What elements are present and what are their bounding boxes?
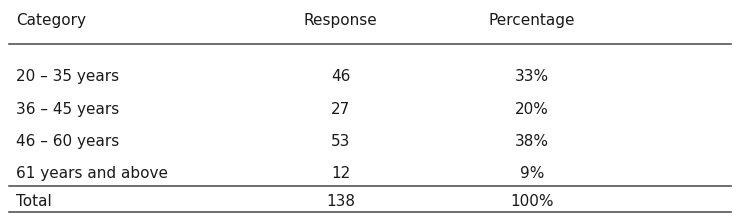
Text: 33%: 33% bbox=[515, 69, 549, 84]
Text: 100%: 100% bbox=[511, 194, 554, 209]
Text: 20 – 35 years: 20 – 35 years bbox=[16, 69, 119, 84]
Text: 53: 53 bbox=[331, 134, 350, 149]
Text: Percentage: Percentage bbox=[489, 13, 576, 28]
Text: Category: Category bbox=[16, 13, 86, 28]
Text: 36 – 45 years: 36 – 45 years bbox=[16, 102, 119, 116]
Text: 38%: 38% bbox=[515, 134, 549, 149]
Text: 61 years and above: 61 years and above bbox=[16, 166, 168, 181]
Text: 12: 12 bbox=[331, 166, 350, 181]
Text: 20%: 20% bbox=[515, 102, 549, 116]
Text: 27: 27 bbox=[331, 102, 350, 116]
Text: 138: 138 bbox=[326, 194, 355, 209]
Text: Response: Response bbox=[303, 13, 377, 28]
Text: Total: Total bbox=[16, 194, 52, 209]
Text: 9%: 9% bbox=[520, 166, 545, 181]
Text: 46: 46 bbox=[331, 69, 350, 84]
Text: 46 – 60 years: 46 – 60 years bbox=[16, 134, 119, 149]
